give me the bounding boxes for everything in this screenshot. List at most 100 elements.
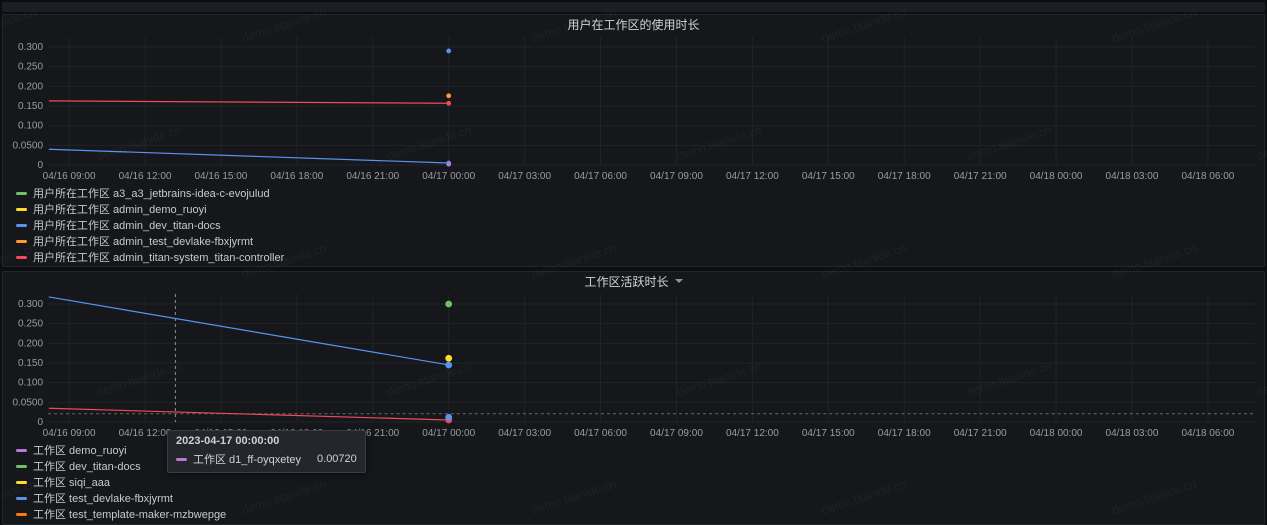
legend-item[interactable]: 工作区 demo_ruoyi: [16, 442, 1264, 458]
x-axis-tick-label: 04/17 15:00: [802, 171, 855, 182]
x-axis-tick-label: 04/17 18:00: [878, 428, 931, 439]
legend-label: 用户所在工作区 admin_test_devlake-fbxjyrmt: [33, 236, 254, 248]
y-axis-tick-label: 0.250: [18, 62, 43, 73]
legend-label: 用户所在工作区 admin_titan-system_titan-control…: [33, 252, 285, 264]
x-axis-tick-label: 04/16 21:00: [346, 428, 399, 439]
chart-tooltip: 2023-04-17 00:00:00 工作区 d1_ff-oyqxetey 0…: [167, 430, 366, 473]
tooltip-series-color-mark: [176, 457, 187, 461]
chart-legend: 工作区 demo_ruoyi 工作区 dev_titan-docs 工作区 siqi…: [3, 440, 1264, 522]
collapsed-row-header[interactable]: [2, 2, 1265, 12]
x-axis-tick-label: 04/17 12:00: [726, 428, 779, 439]
x-axis-tick-label: 04/16 09:00: [43, 428, 96, 439]
y-axis-tick-label: 0.0500: [12, 140, 43, 151]
y-axis-tick-label: 0.250: [18, 319, 43, 330]
x-axis-tick-label: 04/18 03:00: [1106, 171, 1159, 182]
panel-title: 用户在工作区的使用时长: [567, 17, 700, 32]
series-point: [445, 361, 453, 369]
legend-label: 工作区 test_devlake-fbxjyrmt: [33, 493, 173, 505]
legend-item[interactable]: 工作区 test_devlake-fbxjyrmt: [16, 490, 1264, 506]
tooltip-series-label: 工作区 d1_ff-oyqxetey: [193, 454, 302, 466]
x-axis-tick-label: 04/17 03:00: [498, 171, 551, 182]
legend-label: 用户所在工作区 admin_dev_titan-docs: [33, 220, 221, 232]
x-axis-tick-label: 04/17 06:00: [574, 428, 627, 439]
y-axis-tick-label: 0: [37, 160, 43, 171]
y-axis-tick-label: 0.100: [18, 378, 43, 389]
legend-label: 用户所在工作区 a3_a3_jetbrains-idea-c-evojulud: [33, 188, 270, 200]
y-axis-tick-label: 0.300: [18, 42, 43, 53]
legend-color-mark: [16, 223, 27, 227]
x-axis-tick-label: 04/17 21:00: [954, 428, 1007, 439]
chart-legend: 用户所在工作区 a3_a3_jetbrains-idea-c-evojulud 用…: [3, 183, 1264, 266]
x-axis-tick-label: 04/16 12:00: [119, 171, 172, 182]
legend-color-mark: [16, 496, 27, 500]
time-series-chart[interactable]: 04/16 09:00 04/16 12:00 04/16 15:00 04/16 1…: [3, 33, 1264, 183]
y-axis-tick-label: 0.150: [18, 101, 43, 112]
y-axis-tick-label: 0.200: [18, 81, 43, 92]
chevron-down-icon[interactable]: [674, 279, 683, 283]
x-axis-tick-label: 04/18 03:00: [1106, 428, 1159, 439]
x-axis-tick-label: 04/17 12:00: [726, 171, 779, 182]
series-point: [446, 48, 452, 54]
y-axis-tick-label: 0: [37, 417, 43, 428]
x-axis-tick-label: 04/16 15:00: [195, 171, 248, 182]
legend-label: 用户所在工作区: [33, 265, 110, 266]
legend-item[interactable]: 用户所在工作区 a3_a3_jetbrains-idea-c-evojulud: [16, 185, 1264, 201]
x-axis-tick-label: 04/17 18:00: [878, 171, 931, 182]
x-axis-tick-label: 04/17 09:00: [650, 171, 703, 182]
series-point: [445, 413, 453, 421]
x-axis-tick-label: 04/18 00:00: [1030, 171, 1083, 182]
legend-label: 工作区 test_template-maker-mzbwepge: [33, 509, 227, 521]
legend-label: 用户所在工作区 admin_demo_ruoyi: [33, 204, 207, 216]
legend-item[interactable]: 工作区 test_template-maker-mzbwepge: [16, 506, 1264, 522]
series-line: [48, 148, 449, 164]
legend-item[interactable]: 用户所在工作区: [16, 265, 1264, 266]
y-axis-tick-label: 0.300: [18, 299, 43, 310]
legend-item[interactable]: 用户所在工作区 admin_test_devlake-fbxjyrmt: [16, 233, 1264, 249]
tooltip-series-value: 0.00720: [317, 453, 357, 465]
series-point: [445, 354, 453, 362]
x-axis-tick-label: 04/18 00:00: [1030, 428, 1083, 439]
legend-item[interactable]: 用户所在工作区 admin_dev_titan-docs: [16, 217, 1264, 233]
x-axis-tick-label: 04/18 06:00: [1181, 171, 1234, 182]
y-axis-tick-label: 0.150: [18, 358, 43, 369]
x-axis-tick-label: 04/17 03:00: [498, 428, 551, 439]
x-axis-tick-label: 04/17 06:00: [574, 171, 627, 182]
series-line: [48, 407, 449, 421]
legend-item[interactable]: 工作区 siqi_aaa: [16, 474, 1264, 490]
y-axis-tick-label: 0.200: [18, 338, 43, 349]
legend-item[interactable]: 用户所在工作区 admin_demo_ruoyi: [16, 201, 1264, 217]
x-axis-tick-label: 04/18 06:00: [1181, 428, 1234, 439]
legend-item[interactable]: 工作区 dev_titan-docs: [16, 458, 1264, 474]
series-point: [445, 300, 453, 308]
y-axis-tick-label: 0.0500: [12, 397, 43, 408]
series-line: [48, 296, 449, 366]
series-point: [446, 161, 452, 167]
legend-color-mark: [16, 512, 27, 516]
x-axis-tick-label: 04/16 12:00: [119, 428, 172, 439]
x-axis-tick-label: 04/17 21:00: [954, 171, 1007, 182]
legend-color-mark: [16, 464, 27, 468]
legend-color-mark: [16, 239, 27, 243]
legend-color-mark: [16, 480, 27, 484]
legend-item[interactable]: 用户所在工作区 admin_titan-system_titan-control…: [16, 249, 1264, 265]
legend-color-mark: [16, 191, 27, 195]
panel-header[interactable]: 工作区活跃时长: [3, 272, 1264, 290]
x-axis-tick-label: 04/16 18:00: [270, 171, 323, 182]
series-point: [446, 100, 452, 106]
x-axis-tick-label: 04/16 09:00: [43, 171, 96, 182]
x-axis-tick-label: 04/17 00:00: [422, 171, 475, 182]
legend-color-mark: [16, 255, 27, 259]
panel-title: 工作区活跃时长: [584, 274, 669, 289]
tooltip-timestamp: 2023-04-17 00:00:00: [176, 435, 280, 447]
x-axis-tick-label: 04/16 21:00: [346, 171, 399, 182]
panel-header[interactable]: 用户在工作区的使用时长: [3, 15, 1264, 33]
legend-label: 工作区 demo_ruoyi: [33, 445, 127, 457]
y-axis-tick-label: 0.100: [18, 121, 43, 132]
legend-label: 工作区 dev_titan-docs: [33, 461, 141, 473]
legend-label: 工作区 siqi_aaa: [33, 477, 111, 489]
series-line: [48, 100, 449, 104]
legend-color-mark: [16, 207, 27, 211]
